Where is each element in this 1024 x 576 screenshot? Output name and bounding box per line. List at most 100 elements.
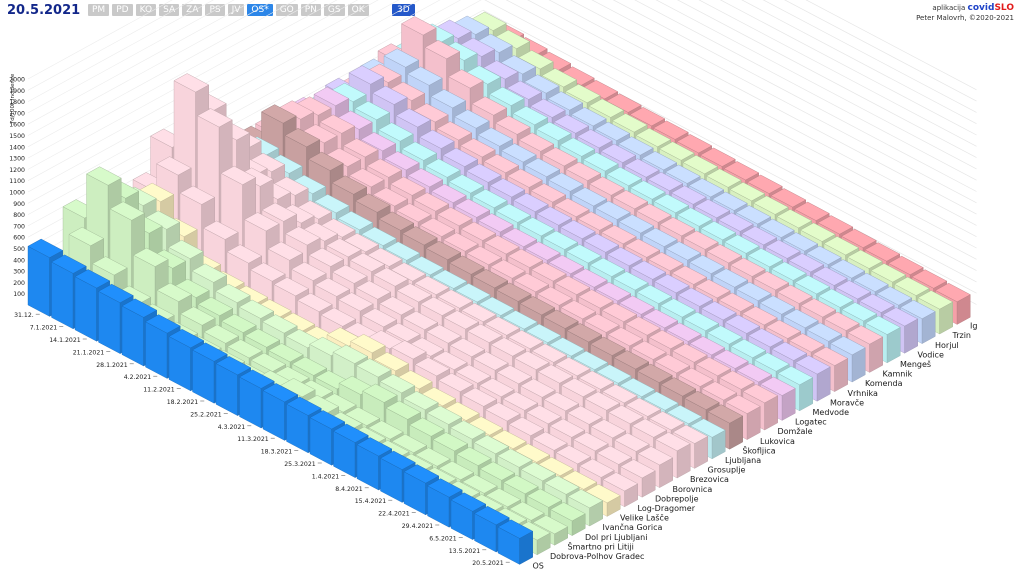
bar-top	[614, 432, 650, 452]
bar-top	[520, 462, 557, 482]
bar-top	[847, 325, 884, 345]
y-tick-label: 1800	[9, 99, 25, 106]
bar-top	[226, 244, 263, 264]
bar-top	[86, 166, 122, 186]
bar-top	[319, 114, 356, 134]
bar-top	[579, 458, 615, 478]
series-label: Domžale	[778, 427, 813, 436]
bar-top	[519, 217, 555, 237]
bar-top	[543, 309, 579, 329]
bar-top	[818, 288, 854, 308]
series-0	[27, 238, 534, 565]
bar-top	[677, 287, 714, 307]
bar-top	[653, 193, 690, 214]
series-label: Mengeš	[900, 359, 931, 369]
bar-top	[935, 282, 971, 303]
bar-top	[291, 261, 327, 281]
bar-top	[349, 252, 386, 272]
bar-top	[536, 206, 573, 226]
bar-top	[68, 226, 105, 246]
bar-top	[350, 334, 386, 354]
region-button-pn[interactable]: PN	[300, 4, 321, 16]
bar-top	[554, 275, 591, 295]
bar-top	[865, 315, 901, 335]
region-button-gs[interactable]: GS	[323, 4, 345, 16]
date-tick-label: 25.2.2021	[190, 411, 222, 418]
bar-top	[379, 374, 416, 394]
view-3d-button[interactable]: 3D	[392, 4, 415, 16]
bar-top	[513, 273, 550, 293]
bar-top	[362, 383, 398, 403]
y-axis-label: 7d/100k incidence	[10, 73, 16, 124]
bar-top	[361, 308, 398, 328]
bar-top	[385, 322, 421, 342]
region-button-pm[interactable]: PM	[88, 4, 110, 16]
bar-top	[461, 302, 497, 323]
bar-top	[595, 200, 631, 220]
bar-top	[407, 168, 444, 188]
bar-top	[479, 377, 515, 398]
y-tick-label: 900	[13, 201, 25, 208]
bar-top	[725, 394, 761, 414]
bar-top	[308, 151, 344, 171]
bar-top	[625, 316, 661, 336]
bar-top	[719, 370, 755, 390]
region-button-ok[interactable]: OK	[347, 4, 369, 16]
bar-top	[244, 212, 280, 232]
brand-logo[interactable]: covidSLO	[967, 3, 1014, 13]
bar-top	[484, 235, 520, 255]
bar-top	[168, 239, 204, 259]
bar-top	[729, 182, 766, 202]
bar-top	[121, 298, 158, 318]
date-tick-label: 4.3.2021	[218, 424, 246, 431]
date-tick-label: 15.4.2021	[355, 498, 387, 505]
region-button-za[interactable]: ZA	[182, 4, 203, 16]
bar-top	[402, 310, 439, 330]
bar-top	[356, 437, 393, 457]
bar-top	[449, 255, 485, 275]
bar-top	[250, 262, 286, 282]
bar-top	[508, 416, 545, 436]
bar-top	[600, 143, 637, 163]
bar-top	[601, 302, 638, 322]
bar-top	[724, 234, 760, 254]
y-tick-label: 1100	[9, 178, 25, 185]
bar-top	[485, 488, 522, 508]
bar-top	[542, 230, 579, 250]
series-label: Ivančna Gorica	[603, 522, 663, 532]
region-button-sa[interactable]: SA	[159, 4, 180, 16]
bar-top	[700, 147, 736, 167]
bar-top	[520, 378, 556, 398]
bar-top	[572, 350, 609, 370]
bar-top	[642, 227, 678, 247]
bar-top	[519, 296, 556, 316]
bar-top	[678, 367, 714, 387]
bar-top	[549, 418, 586, 438]
date-tick-label: 31.12.	[14, 312, 34, 319]
bar-top	[512, 105, 549, 126]
series-label: Moravče	[830, 397, 864, 407]
bar-top	[390, 176, 426, 196]
bar-top	[501, 143, 537, 163]
bar-top	[841, 228, 877, 248]
region-button-os-star[interactable]: OS*	[247, 4, 273, 16]
bar-top	[286, 396, 322, 416]
series-label: Grosuplje	[708, 466, 746, 475]
bar-top	[671, 185, 707, 205]
region-button-pd[interactable]: PD	[112, 4, 133, 16]
bar-top	[643, 391, 679, 411]
bar-top	[655, 432, 691, 452]
bar-top	[383, 48, 420, 68]
bar-top	[343, 138, 379, 158]
bar-top	[331, 175, 368, 195]
bar-top	[526, 405, 562, 425]
bar-top	[179, 185, 216, 205]
bar-top	[378, 211, 415, 231]
bar-top	[613, 350, 650, 370]
bar-top	[455, 364, 492, 384]
series-label: Velike Lašče	[620, 513, 669, 523]
bar-top	[642, 309, 679, 329]
region-button-ko[interactable]: KO	[135, 4, 157, 16]
bar-top	[900, 299, 936, 319]
bar-top	[438, 460, 475, 481]
